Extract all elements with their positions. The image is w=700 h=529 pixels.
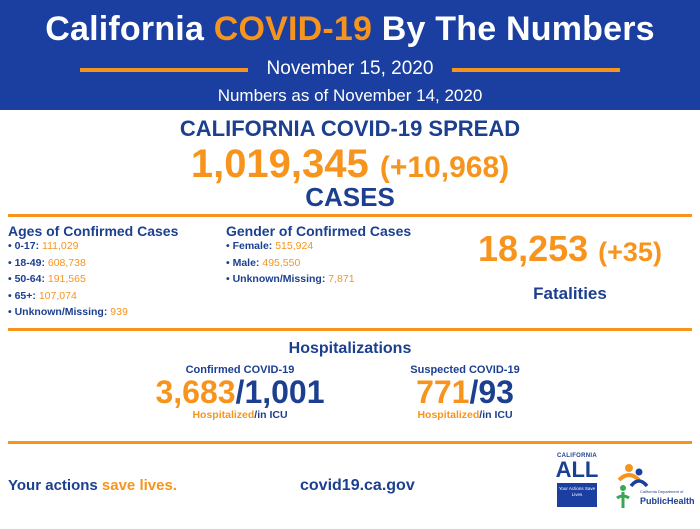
- list-item: • Female: 515,924: [226, 240, 314, 252]
- ph-logo-text: PublicHealth: [640, 496, 695, 506]
- page-title: California COVID-19 By The Numbers: [45, 10, 655, 48]
- list-item: • 65+: 107,074: [8, 289, 77, 302]
- header-rule-left: [80, 68, 248, 72]
- list-item: • Male: 495,550: [226, 256, 301, 269]
- list-item: • 18-49: 608,738: [8, 256, 86, 269]
- fatalities-label: Fatalities: [533, 284, 607, 303]
- hospitalizations-title: Hospitalizations: [288, 340, 412, 357]
- divider-bottom: [8, 441, 692, 444]
- divider-middle: [8, 328, 692, 331]
- gender-title: Gender of Confirmed Cases: [226, 223, 412, 239]
- footer-tagline: Your actions save lives.: [8, 477, 177, 494]
- gender-list: • Female: 515,924 • Male: 495,550 • Unkn…: [226, 240, 355, 290]
- list-item: • 50-64: 191,565: [8, 273, 86, 285]
- cases-total: 1,019,345 (+10,968): [190, 142, 510, 186]
- fatalities-total: 18,253 (+35): [478, 228, 662, 269]
- report-date: November 15, 2020: [266, 58, 434, 79]
- list-item: • 0-17: 111,029: [8, 240, 79, 252]
- ph-logo-small-text: California Department of: [640, 489, 684, 494]
- header-banner: California COVID-19 By The Numbers Novem…: [0, 0, 700, 110]
- confirmed-hospitalized-count: 3,683/1,001: [155, 374, 325, 410]
- confirmed-caption: Hospitalized/in ICU: [192, 409, 288, 421]
- confirmed-label: Confirmed COVID-19: [185, 364, 295, 376]
- suspected-caption: Hospitalized/in ICU: [417, 409, 513, 421]
- california-all-logo: CALIFORNIA ALL Your Actions Save Lives: [549, 453, 605, 515]
- list-item: • Unknown/Missing: 7,871: [226, 273, 355, 285]
- header-rule-right: [452, 68, 620, 72]
- divider-top: [8, 214, 692, 217]
- ages-list: • 0-17: 111,029 • 18-49: 608,738 • 50-64…: [8, 240, 128, 323]
- public-health-logo-icon: [616, 464, 649, 508]
- ages-title: Ages of Confirmed Cases: [8, 223, 179, 239]
- spread-title: CALIFORNIA COVID-19 SPREAD: [179, 116, 521, 141]
- list-item: • Unknown/Missing: 939: [8, 306, 128, 318]
- footer-url-link[interactable]: covid19.ca.gov: [300, 477, 415, 494]
- suspected-label: Suspected COVID-19: [410, 364, 520, 376]
- suspected-hospitalized-count: 771/93: [416, 374, 514, 410]
- data-as-of: Numbers as of November 14, 2020: [217, 86, 483, 105]
- cases-label: CASES: [305, 182, 395, 212]
